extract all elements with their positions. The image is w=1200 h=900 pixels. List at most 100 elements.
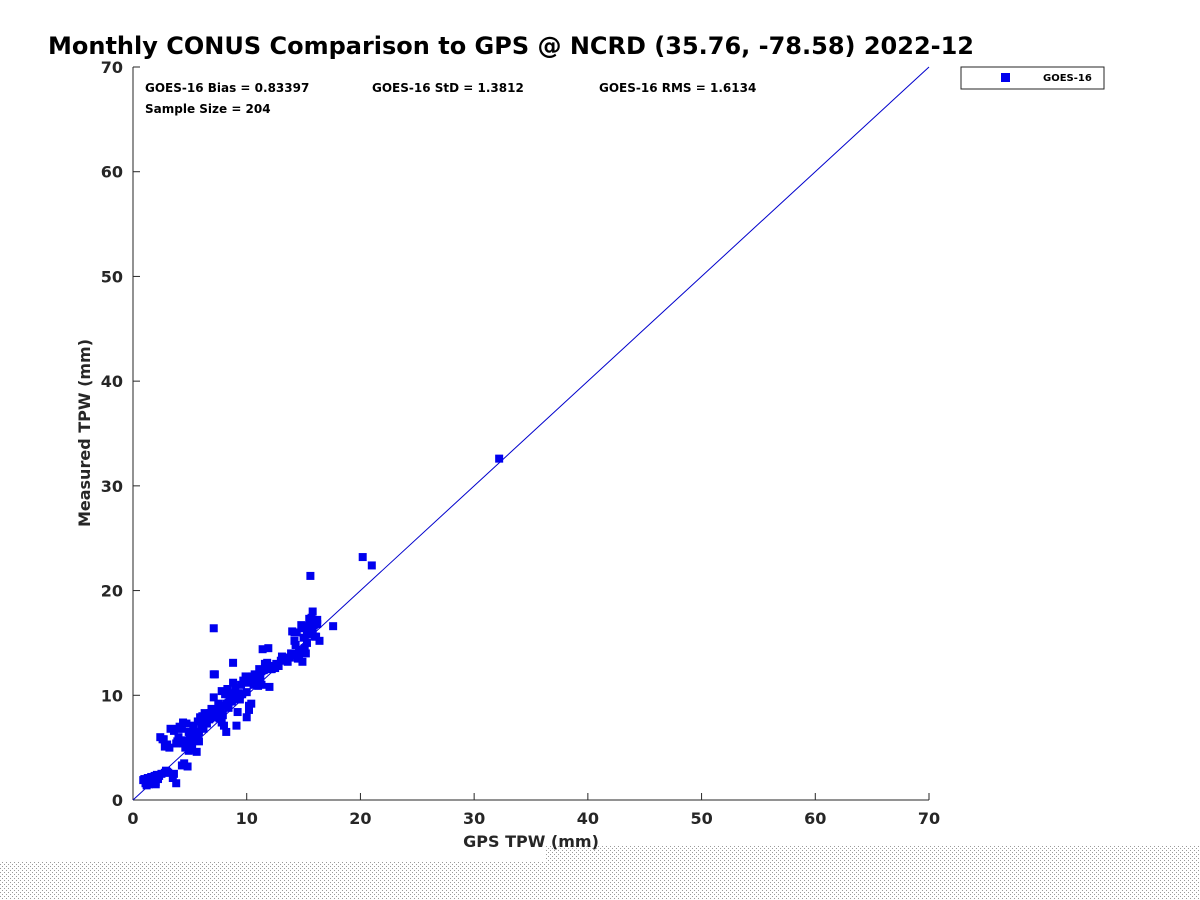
bottom-dotted-band <box>0 846 1200 900</box>
data-points <box>139 454 504 790</box>
data-point <box>306 571 315 580</box>
data-point <box>177 761 186 770</box>
data-point <box>249 680 258 689</box>
data-point <box>202 719 211 728</box>
stat-rms: GOES-16 RMS = 1.6134 <box>599 81 756 95</box>
x-tick-label: 20 <box>349 809 371 828</box>
data-point <box>239 676 248 685</box>
data-point <box>174 724 183 733</box>
data-point <box>329 622 338 631</box>
data-point <box>313 620 322 629</box>
dotted-band-left <box>0 862 1200 900</box>
data-point <box>271 664 280 673</box>
data-point <box>229 658 238 667</box>
y-tick-label: 70 <box>101 58 123 77</box>
data-point <box>232 721 241 730</box>
data-point <box>164 768 173 777</box>
data-point <box>242 688 251 697</box>
one-to-one-line <box>132 66 930 801</box>
data-point <box>259 666 268 675</box>
data-point <box>222 699 231 708</box>
data-point <box>152 774 161 783</box>
data-point <box>212 708 221 717</box>
data-point <box>308 627 317 636</box>
x-tick-label: 70 <box>918 809 940 828</box>
data-point <box>209 693 218 702</box>
data-point <box>300 644 309 653</box>
data-point <box>232 695 241 704</box>
plot-area: 0 10 20 30 40 50 60 70 0 10 20 30 40 50 60 70 <box>101 58 940 828</box>
data-point <box>168 774 177 783</box>
y-tick-label: 30 <box>101 477 123 496</box>
data-point <box>191 734 200 743</box>
stat-sample-size: Sample Size = 204 <box>145 102 271 116</box>
y-tick-label: 40 <box>101 372 123 391</box>
x-tick-label: 30 <box>463 809 485 828</box>
data-point <box>189 727 198 736</box>
data-point <box>151 780 160 789</box>
data-point <box>495 454 504 463</box>
data-point <box>237 680 246 689</box>
data-point <box>209 624 218 633</box>
data-point <box>186 738 195 747</box>
data-point <box>277 652 286 661</box>
data-point <box>254 678 263 687</box>
x-ticks: 0 10 20 30 40 50 60 70 <box>127 793 940 828</box>
stat-std: GOES-16 StD = 1.3812 <box>372 81 524 95</box>
chart-title: Monthly CONUS Comparison to GPS @ NCRD (… <box>48 32 974 60</box>
data-point <box>179 739 188 748</box>
data-point <box>264 644 273 653</box>
data-point <box>184 727 193 736</box>
x-tick-label: 0 <box>127 809 138 828</box>
data-point <box>242 713 251 722</box>
data-point <box>307 613 316 622</box>
data-point <box>179 718 188 727</box>
x-tick-label: 10 <box>236 809 258 828</box>
y-tick-label: 10 <box>101 686 123 705</box>
y-tick-label: 0 <box>112 791 123 810</box>
x-axis-label: GPS TPW (mm) <box>463 832 599 851</box>
y-ticks: 0 10 20 30 40 50 60 70 <box>101 58 140 810</box>
data-point <box>313 615 322 624</box>
legend-marker-square <box>1001 73 1010 82</box>
data-point <box>142 781 151 790</box>
data-point <box>315 636 324 645</box>
data-point <box>192 747 201 756</box>
data-point <box>217 718 226 727</box>
legend: GOES-16 <box>960 66 1105 90</box>
data-point <box>209 670 218 679</box>
data-point <box>262 660 271 669</box>
data-point <box>304 622 313 631</box>
data-point <box>367 561 376 570</box>
data-point <box>304 629 313 638</box>
data-point <box>244 701 253 710</box>
data-point <box>174 733 183 742</box>
data-point <box>159 735 168 744</box>
data-point <box>238 690 247 699</box>
x-tick-label: 60 <box>804 809 826 828</box>
data-point <box>312 632 321 641</box>
data-point <box>229 678 238 687</box>
data-point <box>358 553 367 562</box>
data-point <box>289 651 298 660</box>
data-point <box>266 665 275 674</box>
data-point <box>231 683 240 692</box>
data-point <box>293 654 302 663</box>
data-point <box>206 714 215 723</box>
data-point <box>241 672 250 681</box>
data-point <box>256 673 265 682</box>
data-point <box>223 685 232 694</box>
data-point <box>214 699 223 708</box>
data-point <box>291 641 300 650</box>
data-point <box>290 636 299 645</box>
x-tick-label: 40 <box>577 809 599 828</box>
data-point <box>224 703 233 712</box>
data-point <box>298 657 307 666</box>
data-point <box>301 649 310 658</box>
data-point <box>193 730 202 739</box>
data-point <box>169 769 178 778</box>
dotted-band-right <box>545 846 1200 864</box>
data-point <box>251 671 260 680</box>
stat-bias: GOES-16 Bias = 0.83397 <box>145 81 309 95</box>
